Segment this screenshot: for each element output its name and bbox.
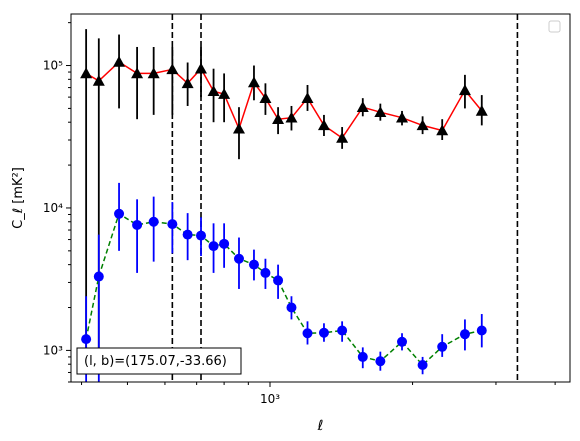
data-point-triangle <box>113 55 126 67</box>
data-point-circle <box>132 219 143 230</box>
data-point-circle <box>318 327 329 338</box>
data-point-circle <box>286 302 297 313</box>
annotation-box <box>76 347 242 375</box>
data-point-circle <box>182 229 193 240</box>
data-point-triangle <box>195 62 208 74</box>
plot-area <box>80 14 519 382</box>
y-tick-label: 10⁵ <box>43 59 63 73</box>
legend-box-frame <box>548 20 561 33</box>
y-tick-label: 10³ <box>43 343 63 357</box>
data-point-circle <box>273 275 284 286</box>
y-axis-label: C_ℓ [mK²] <box>11 167 26 229</box>
data-point-circle <box>302 328 313 339</box>
x-axis-label: ℓ <box>317 418 324 434</box>
data-point-triangle <box>436 124 449 136</box>
data-point-circle <box>233 253 244 264</box>
data-point-triangle <box>232 122 245 134</box>
data-point-circle <box>148 216 159 227</box>
data-point-circle <box>417 359 428 370</box>
axes-frame <box>70 13 571 383</box>
data-point-triangle <box>166 63 179 75</box>
y-tick-label: 10⁴ <box>43 201 63 215</box>
data-point-circle <box>437 341 448 352</box>
data-point-triangle <box>374 106 387 118</box>
data-point-triangle <box>218 88 231 99</box>
data-point-triangle <box>475 104 488 116</box>
axis-ticks: 10³ 10³ 10⁴ 10⁵ <box>43 22 556 406</box>
data-point-triangle <box>247 76 260 88</box>
data-point-triangle <box>92 74 105 86</box>
data-point-circle <box>476 325 487 336</box>
data-point-triangle <box>80 67 93 79</box>
data-point-triangle <box>396 111 409 123</box>
data-point-circle <box>248 259 259 270</box>
data-point-triangle <box>458 84 471 96</box>
data-point-circle <box>260 267 271 278</box>
annotation-text: (l, b)=(175.07,-33.66) <box>84 354 227 369</box>
data-point-triangle <box>301 92 314 103</box>
data-point-circle <box>459 329 470 340</box>
data-point-triangle <box>336 131 349 143</box>
data-point-triangle <box>317 119 330 131</box>
data-point-triangle <box>272 113 285 124</box>
data-point-circle <box>208 241 219 252</box>
data-point-circle <box>375 356 386 367</box>
legend <box>548 20 561 33</box>
data-point-triangle <box>259 92 272 103</box>
data-point-circle <box>196 230 207 241</box>
data-point-circle <box>357 351 368 362</box>
data-point-triangle <box>147 67 160 79</box>
data-point-circle <box>337 325 348 336</box>
data-point-circle <box>114 208 125 219</box>
data-point-circle <box>397 336 408 347</box>
annotation: (l, b)=(175.07,-33.66) <box>76 347 242 375</box>
data-point-circle <box>219 238 230 249</box>
data-point-triangle <box>285 111 298 123</box>
data-point-triangle <box>207 85 220 97</box>
data-point-circle <box>81 334 92 345</box>
data-point-triangle <box>181 77 194 89</box>
data-point-circle <box>93 271 104 282</box>
data-point-triangle <box>356 101 369 112</box>
data-point-circle <box>167 219 178 230</box>
data-point-triangle <box>131 67 144 79</box>
x-tick-label: 10³ <box>260 392 280 406</box>
data-point-triangle <box>416 119 429 131</box>
